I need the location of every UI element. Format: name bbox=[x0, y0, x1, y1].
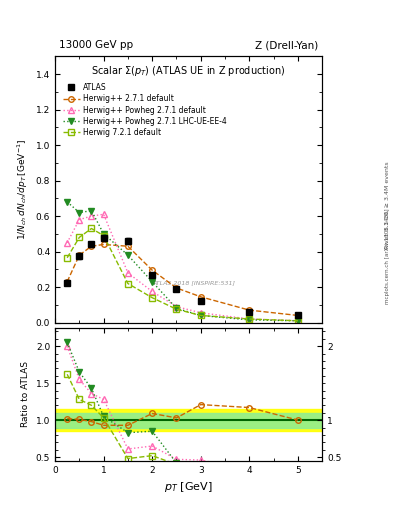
Bar bbox=[55, 409, 322, 431]
Text: Z (Drell-Yan): Z (Drell-Yan) bbox=[255, 40, 318, 50]
Bar bbox=[55, 413, 322, 428]
Text: ATLAS 2018 [INSPIRE:531]: ATLAS 2018 [INSPIRE:531] bbox=[152, 280, 235, 285]
X-axis label: $p_T$ [GeV]: $p_T$ [GeV] bbox=[164, 480, 213, 494]
Y-axis label: Ratio to ATLAS: Ratio to ATLAS bbox=[21, 361, 30, 427]
Legend: ATLAS, Herwig++ 2.7.1 default, Herwig++ Powheg 2.7.1 default, Herwig++ Powheg 2.: ATLAS, Herwig++ 2.7.1 default, Herwig++ … bbox=[62, 81, 228, 139]
Text: 13000 GeV pp: 13000 GeV pp bbox=[59, 40, 133, 50]
Text: Rivet 3.1.10, ≥ 3.4M events: Rivet 3.1.10, ≥ 3.4M events bbox=[385, 161, 389, 249]
Y-axis label: $1/N_{ch}\,dN_{ch}/dp_T\,[\mathrm{GeV}^{-1}]$: $1/N_{ch}\,dN_{ch}/dp_T\,[\mathrm{GeV}^{… bbox=[16, 139, 30, 240]
Text: mcplots.cern.ch [arXiv:1306.3436]: mcplots.cern.ch [arXiv:1306.3436] bbox=[385, 208, 389, 304]
Text: Scalar $\Sigma(p_T)$ (ATLAS UE in Z production): Scalar $\Sigma(p_T)$ (ATLAS UE in Z prod… bbox=[92, 65, 286, 78]
